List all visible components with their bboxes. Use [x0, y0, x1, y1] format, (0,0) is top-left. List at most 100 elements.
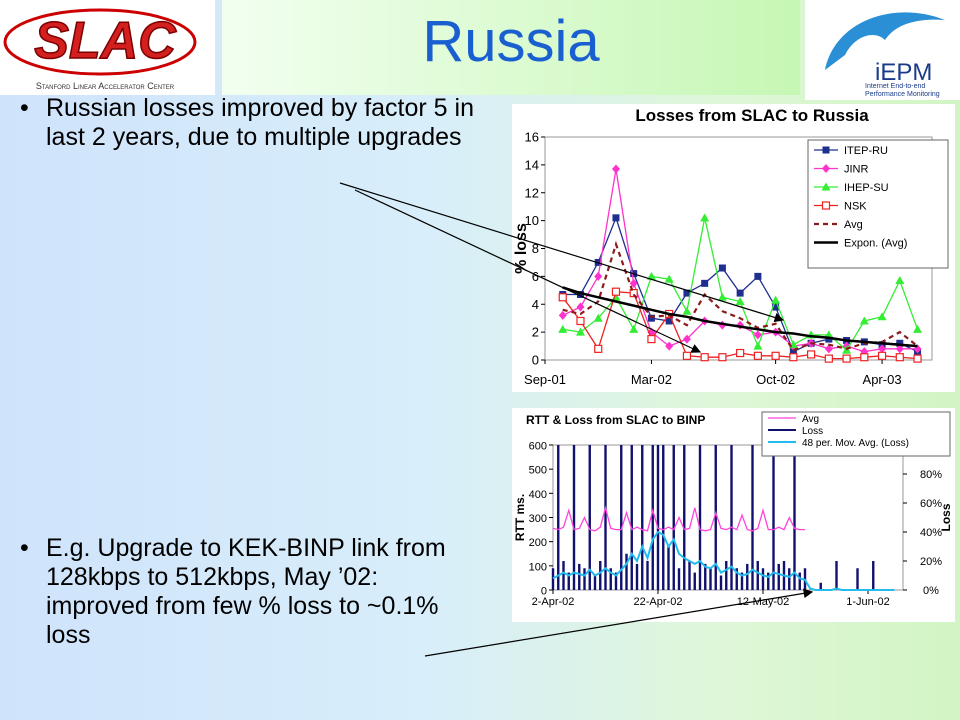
y-tick-label: 0	[532, 353, 539, 368]
chart: Losses from SLAC to Russia0246810121416S…	[512, 104, 955, 392]
point	[558, 293, 567, 302]
legend-label: ITEP-RU	[844, 145, 888, 157]
bar	[572, 445, 576, 590]
bullet: Russian losses improved by factor 5 in l…	[18, 94, 486, 152]
bar	[735, 568, 738, 590]
point	[753, 351, 762, 360]
point	[771, 351, 780, 360]
chart: RTT & Loss from SLAC to BINP010020030040…	[512, 408, 955, 622]
point	[824, 354, 833, 363]
x-tick-label: Mar-02	[631, 372, 672, 387]
logo-name: SLAC	[34, 12, 177, 70]
point	[895, 353, 904, 362]
bar	[609, 568, 612, 590]
point	[682, 351, 692, 360]
legend-label: Loss	[802, 426, 823, 437]
slac-logo-art: SLAC Stanford Linear Accelerator Center	[3, 8, 197, 91]
x-tick-label: 1-Jun-02	[846, 596, 889, 608]
bar	[740, 572, 744, 590]
point	[665, 341, 674, 351]
bar	[693, 572, 696, 590]
point	[824, 344, 833, 354]
point	[718, 264, 726, 272]
point	[700, 213, 710, 222]
point	[807, 350, 816, 359]
y2-tick-label: 20%	[920, 556, 942, 568]
x-tick-label: Oct-02	[756, 372, 795, 387]
y-tick-label: 200	[529, 537, 547, 549]
bar	[872, 561, 875, 590]
chart-title: RTT & Loss from SLAC to BINP	[526, 413, 705, 427]
slide-title: Russia	[422, 9, 600, 74]
point	[612, 214, 620, 222]
legend-label: NSK	[844, 201, 867, 213]
bar	[777, 563, 780, 590]
y-tick-label: 2	[532, 325, 539, 340]
point	[646, 271, 656, 280]
point	[789, 348, 797, 356]
bar	[709, 568, 712, 590]
legend-box	[807, 139, 949, 269]
point	[629, 324, 639, 333]
point	[822, 146, 830, 154]
title-banner	[222, 0, 800, 95]
point	[736, 289, 744, 297]
bar	[630, 445, 633, 590]
bar	[767, 572, 770, 590]
legend-label: Avg	[802, 414, 819, 425]
point	[682, 306, 692, 315]
point	[789, 353, 798, 362]
point	[859, 316, 869, 325]
bar	[599, 561, 602, 590]
point	[821, 182, 831, 191]
bar	[593, 575, 597, 590]
point	[576, 302, 585, 312]
bar	[557, 445, 560, 590]
point	[754, 272, 762, 280]
logo-ring	[3, 8, 197, 76]
legend-box	[761, 411, 951, 457]
point	[611, 164, 620, 174]
bar	[662, 445, 665, 590]
bar	[604, 445, 607, 590]
x-tick-label: Apr-03	[863, 372, 902, 387]
point	[576, 316, 585, 326]
bar	[793, 445, 796, 590]
y-tick-label: 300	[529, 513, 547, 525]
y2-tick-label: 0%	[923, 585, 939, 597]
legend-label: Avg	[844, 219, 863, 231]
bar	[625, 553, 628, 590]
point	[717, 292, 727, 301]
y-tick-label: 600	[529, 441, 547, 453]
point	[822, 164, 830, 173]
bar	[683, 445, 686, 590]
slac-logo: SLAC Stanford Linear Accelerator Center	[0, 0, 215, 95]
point	[718, 353, 727, 362]
x-tick-label: 12-May-02	[737, 596, 790, 608]
point	[558, 324, 568, 333]
point	[558, 310, 567, 320]
point	[753, 341, 763, 350]
series-line	[552, 505, 805, 532]
bar	[835, 561, 838, 590]
y-tick-label: 100	[529, 561, 547, 573]
bar	[688, 561, 691, 590]
point	[825, 335, 833, 343]
point	[913, 324, 923, 333]
point	[594, 271, 603, 281]
dolphin	[825, 12, 945, 70]
point	[701, 279, 709, 287]
y2-tick-label: 80%	[920, 469, 942, 481]
bullet: E.g. Upgrade to KEK-BINP link from 128kb…	[18, 534, 486, 650]
y-tick-label: 6	[532, 269, 539, 284]
bar	[719, 575, 723, 590]
bar	[672, 445, 675, 590]
y-axis-label: % loss	[513, 223, 530, 274]
bar	[551, 568, 555, 590]
point	[736, 348, 745, 358]
bar	[746, 563, 749, 590]
point	[860, 353, 869, 362]
y-tick-label: 400	[529, 489, 547, 501]
bar	[856, 568, 859, 590]
